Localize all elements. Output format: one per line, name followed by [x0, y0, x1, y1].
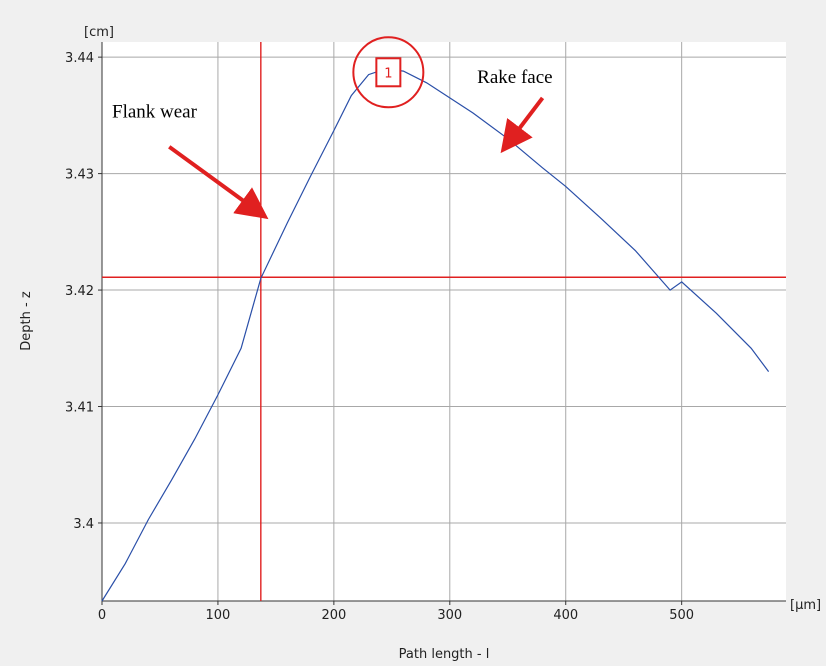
y-tick-label: 3.41: [65, 401, 94, 416]
y-tick-labels: 3.4 3.41 3.42 3.43 3.44: [65, 51, 94, 532]
x-axis-title: Path length - l: [399, 647, 490, 662]
plot-area: [102, 42, 786, 601]
y-tick-label: 3.43: [65, 168, 94, 183]
rake-face-arrow: [500, 96, 545, 154]
y-tick-label: 3.42: [65, 284, 94, 299]
grid-lines: [98, 42, 786, 605]
rake-face-label: Rake face: [477, 67, 552, 88]
y-tick-label: 3.44: [65, 51, 94, 66]
x-tick-label: 100: [206, 608, 231, 623]
y-tick-label: 3.4: [73, 517, 94, 532]
x-tick-label: 0: [98, 608, 106, 623]
x-tick-labels: 0 100 200 300 400 500: [98, 608, 694, 623]
x-tick-label: 300: [437, 608, 462, 623]
flank-wear-arrow: [168, 145, 269, 220]
x-tick-label: 500: [669, 608, 694, 623]
marker-box: [375, 57, 402, 88]
cursor-lines: [102, 42, 786, 601]
marker-circle: [352, 36, 425, 109]
flank-wear-label: Flank wear: [112, 102, 198, 123]
marker-label: 1: [384, 66, 392, 81]
peak-marker: 1: [352, 36, 425, 109]
y-axis-title: Depth - z: [19, 291, 34, 351]
y-unit-label: [cm]: [84, 25, 114, 40]
x-tick-label: 200: [321, 608, 346, 623]
x-tick-label: 400: [553, 608, 578, 623]
x-unit-label: [µm]: [790, 598, 821, 613]
annotations: Flank wear Rake face: [112, 67, 553, 220]
